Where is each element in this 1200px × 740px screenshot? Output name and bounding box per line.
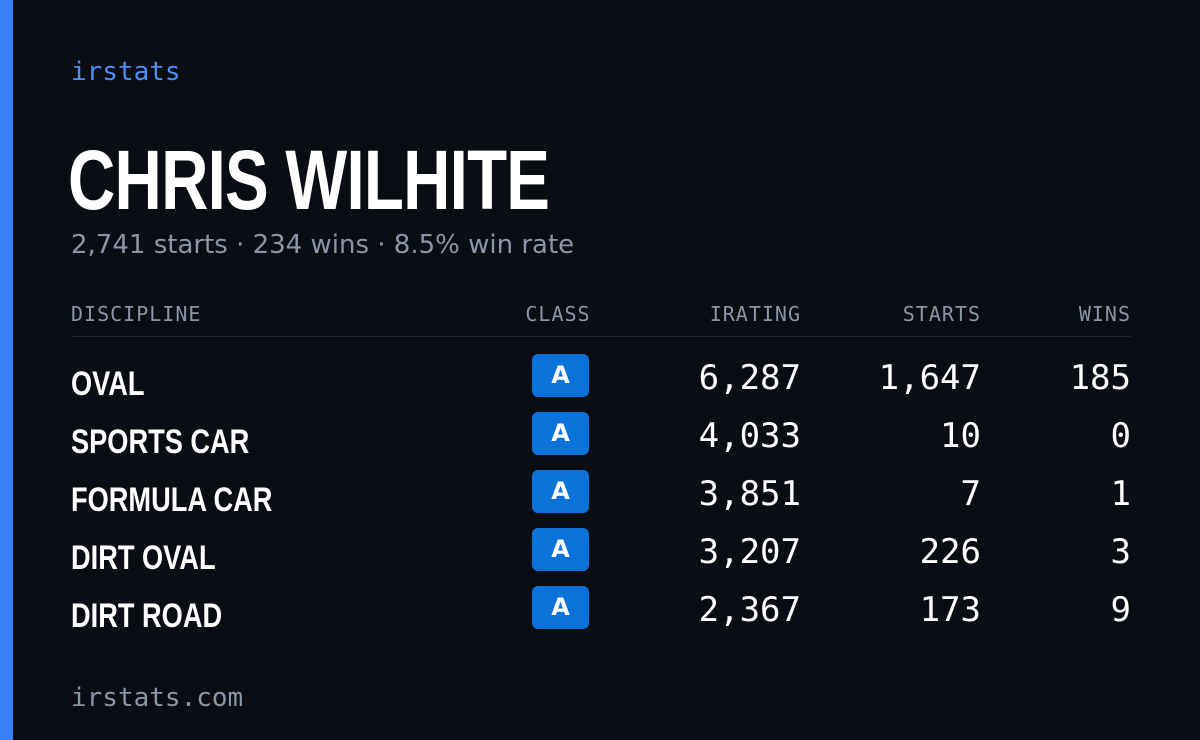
brand-logo: irstats [71,57,181,87]
table-row: OVAL A 6,287 1,647 185 [71,350,1131,408]
header-starts: STARTS [902,302,981,326]
wins-value: 0 [1110,416,1131,456]
header-divider [71,336,1131,337]
table-header: DISCIPLINE CLASS IRATING STARTS WINS [71,300,1131,328]
wins-value: 1 [1110,474,1131,514]
wins-value: 3 [1110,532,1131,572]
starts-value: 1,647 [878,358,981,398]
class-badge: A [532,586,589,629]
class-badge: A [532,412,589,455]
discipline-table: OVAL A 6,287 1,647 185 SPORTS CAR A 4,03… [71,350,1131,640]
starts-value: 226 [919,532,981,572]
irating-value: 3,207 [698,532,801,572]
driver-summary: 2,741 starts · 234 wins · 8.5% win rate [71,230,575,260]
starts-value: 7 [960,474,981,514]
starts-value: 10 [940,416,981,456]
discipline-name: FORMULA CAR [71,481,273,519]
table-row: DIRT OVAL A 3,207 226 3 [71,524,1131,582]
table-row: SPORTS CAR A 4,033 10 0 [71,408,1131,466]
driver-name: CHRIS WILHITE [68,133,550,227]
discipline-name: OVAL [71,365,145,403]
footer-url: irstats.com [71,683,244,713]
class-badge: A [532,354,589,397]
discipline-name: DIRT OVAL [71,539,216,577]
irating-value: 3,851 [698,474,801,514]
wins-value: 9 [1110,590,1131,630]
header-class: CLASS [525,302,591,326]
accent-bar [0,0,13,740]
class-badge: A [532,528,589,571]
irating-value: 2,367 [698,590,801,630]
header-discipline: DISCIPLINE [71,302,202,326]
header-wins: WINS [1078,302,1131,326]
irating-value: 4,033 [698,416,801,456]
discipline-name: SPORTS CAR [71,423,250,461]
table-row: DIRT ROAD A 2,367 173 9 [71,582,1131,640]
table-row: FORMULA CAR A 3,851 7 1 [71,466,1131,524]
discipline-name: DIRT ROAD [71,597,223,635]
class-badge: A [532,470,589,513]
header-irating: IRATING [709,302,801,326]
irating-value: 6,287 [698,358,801,398]
starts-value: 173 [919,590,981,630]
wins-value: 185 [1069,358,1131,398]
